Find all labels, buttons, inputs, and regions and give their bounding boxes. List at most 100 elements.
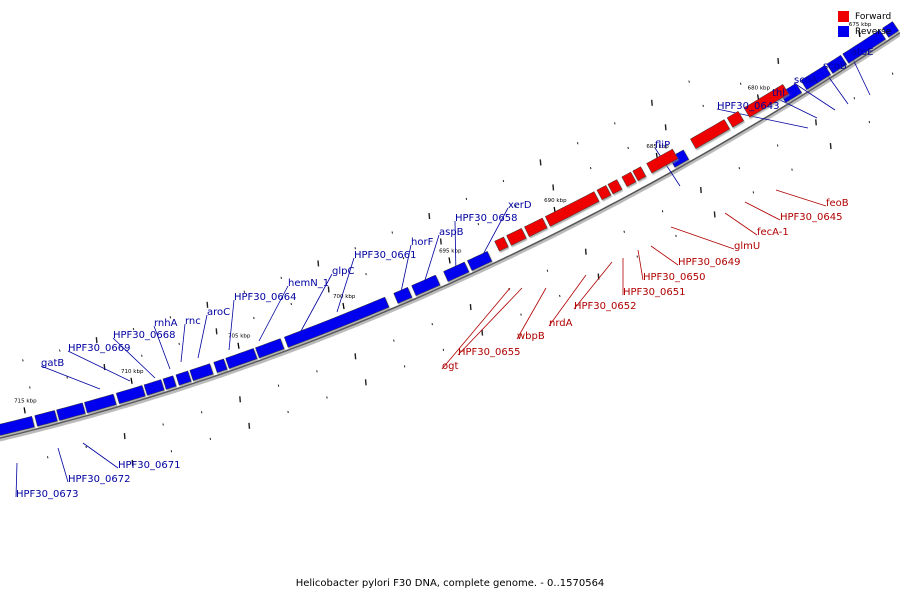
- minor-tick: [442, 348, 445, 351]
- minor-tick: [46, 456, 49, 459]
- minor-tick: [132, 327, 135, 331]
- reverse-gene-arrow: [189, 363, 214, 382]
- minor-tick: [520, 313, 522, 316]
- minor-tick: [206, 301, 209, 308]
- minor-tick: [584, 248, 587, 255]
- forward-gene-arrow: [726, 110, 745, 128]
- reverse-gene-label: HPF30_0672: [68, 474, 130, 485]
- genome-caption: Helicobacter pylori F30 DNA, complete ge…: [295, 578, 605, 589]
- scale-tick-label: 675 kbp: [849, 22, 872, 28]
- forward-gene-label: HPF30_0649: [678, 257, 740, 268]
- forward-gene-arrow: [607, 179, 623, 195]
- scale-tick: [23, 407, 26, 414]
- minor-tick: [502, 179, 505, 183]
- minor-tick: [316, 370, 318, 373]
- reverse-gene-arrow: [826, 54, 848, 74]
- minor-tick: [131, 459, 134, 467]
- forward-gene-arrow: [596, 185, 612, 201]
- reverse-gene-label: HPF30_0671: [118, 460, 180, 471]
- minor-tick: [614, 122, 616, 125]
- reverse-gene-label: gatB: [41, 358, 64, 369]
- minor-tick: [675, 234, 677, 237]
- scale-tick-label: 685 kbp: [646, 144, 669, 150]
- forward-gene-label: fecA-1: [757, 227, 789, 238]
- leader-line: [40, 365, 101, 390]
- minor-tick: [891, 72, 894, 75]
- minor-tick: [552, 184, 555, 191]
- reverse-gene-arrow: [162, 375, 177, 390]
- reverse-gene-label: atoE: [851, 47, 874, 58]
- leader-line: [775, 189, 827, 207]
- scale-tick-label: 700 kbp: [333, 294, 356, 300]
- forward-gene-arrow: [494, 236, 509, 252]
- reverse-gene-arrow: [115, 385, 146, 405]
- minor-tick: [243, 290, 246, 293]
- minor-tick: [287, 410, 289, 414]
- minor-tick: [623, 230, 625, 233]
- legend-reverse-label: Reverse: [855, 26, 892, 37]
- reverse-gene-arrow: [411, 274, 441, 297]
- leader-line: [197, 314, 208, 359]
- minor-tick: [576, 142, 579, 145]
- reverse-gene-arrow: [800, 64, 832, 91]
- leader-line: [15, 462, 18, 498]
- forward-gene-label: nrdA: [549, 318, 573, 329]
- scale-tick-label: 690 kbp: [544, 198, 567, 204]
- leader-line: [441, 287, 511, 370]
- leader-line: [793, 82, 836, 111]
- minor-tick: [431, 323, 433, 326]
- minor-tick: [868, 120, 871, 124]
- scale-tick-label: 705 kbp: [228, 334, 251, 340]
- legend-reverse-swatch: [838, 26, 849, 37]
- reverse-gene-arrow: [443, 261, 470, 282]
- minor-tick: [327, 286, 330, 293]
- scale-ticks: 675 kbp 680 kbp 685 kbp 690 kbp 695 kbp 700 k…: [14, 22, 872, 414]
- minor-tick: [403, 365, 406, 368]
- leader-line: [57, 447, 69, 483]
- leader-line: [850, 54, 871, 96]
- reverse-gene-arrow: [213, 358, 228, 374]
- minor-tick: [428, 212, 431, 220]
- forward-gene-arrow: [632, 166, 647, 182]
- leader-line: [548, 274, 587, 327]
- minor-tick: [364, 379, 367, 386]
- reverse-gene-label: scoA: [794, 75, 818, 86]
- minor-tick: [59, 349, 61, 352]
- reverse-gene-label: HPF30_0643: [717, 101, 779, 112]
- minor-tick: [402, 257, 405, 260]
- legend-forward: Forward: [838, 9, 891, 24]
- reverse-gene-label: HPF30_0661: [354, 250, 416, 261]
- leader-line: [744, 201, 781, 221]
- minor-tick: [752, 191, 755, 194]
- forward-gene-arrow: [646, 148, 679, 174]
- reverse-gene-label: rnhA: [154, 318, 178, 329]
- reverse-gene-label: HPF30_0664: [234, 292, 296, 303]
- minor-tick: [829, 143, 832, 150]
- forward-gene-arrow: [524, 217, 548, 238]
- legend-reverse: Reverse: [838, 24, 891, 39]
- minor-tick: [688, 80, 690, 83]
- minor-tick: [777, 57, 780, 65]
- reverse-gene-arrow: [466, 250, 493, 271]
- leader-line: [516, 287, 547, 340]
- forward-gene-label: HPF30_0650: [643, 272, 705, 283]
- minor-tick: [354, 353, 357, 360]
- reverse-gene-arrow: [84, 393, 117, 414]
- leader-line: [112, 337, 156, 379]
- reverse-gene-label: thl: [772, 88, 785, 99]
- minor-tick: [469, 303, 472, 311]
- minor-tick: [477, 223, 480, 226]
- minor-tick: [354, 247, 356, 250]
- leader-line: [654, 147, 681, 187]
- scale-tick: [858, 30, 861, 38]
- scale-tick-label: 680 kbp: [748, 85, 771, 91]
- leader-line: [258, 285, 289, 342]
- reverse-gene-label: horF: [411, 237, 434, 248]
- minor-tick: [209, 437, 212, 440]
- minor-tick: [29, 386, 31, 389]
- genome-backbone: [0, 32, 900, 439]
- forward-gene-label: HPF30_0645: [780, 212, 842, 223]
- scale-tick: [448, 257, 451, 264]
- backbone-shadow: [0, 33, 900, 442]
- reverse-gene-label: hemN_1: [288, 278, 329, 289]
